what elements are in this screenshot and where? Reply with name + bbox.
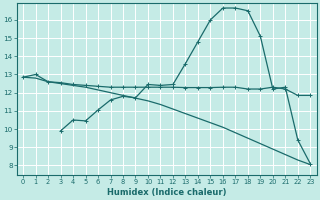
X-axis label: Humidex (Indice chaleur): Humidex (Indice chaleur)	[107, 188, 227, 197]
